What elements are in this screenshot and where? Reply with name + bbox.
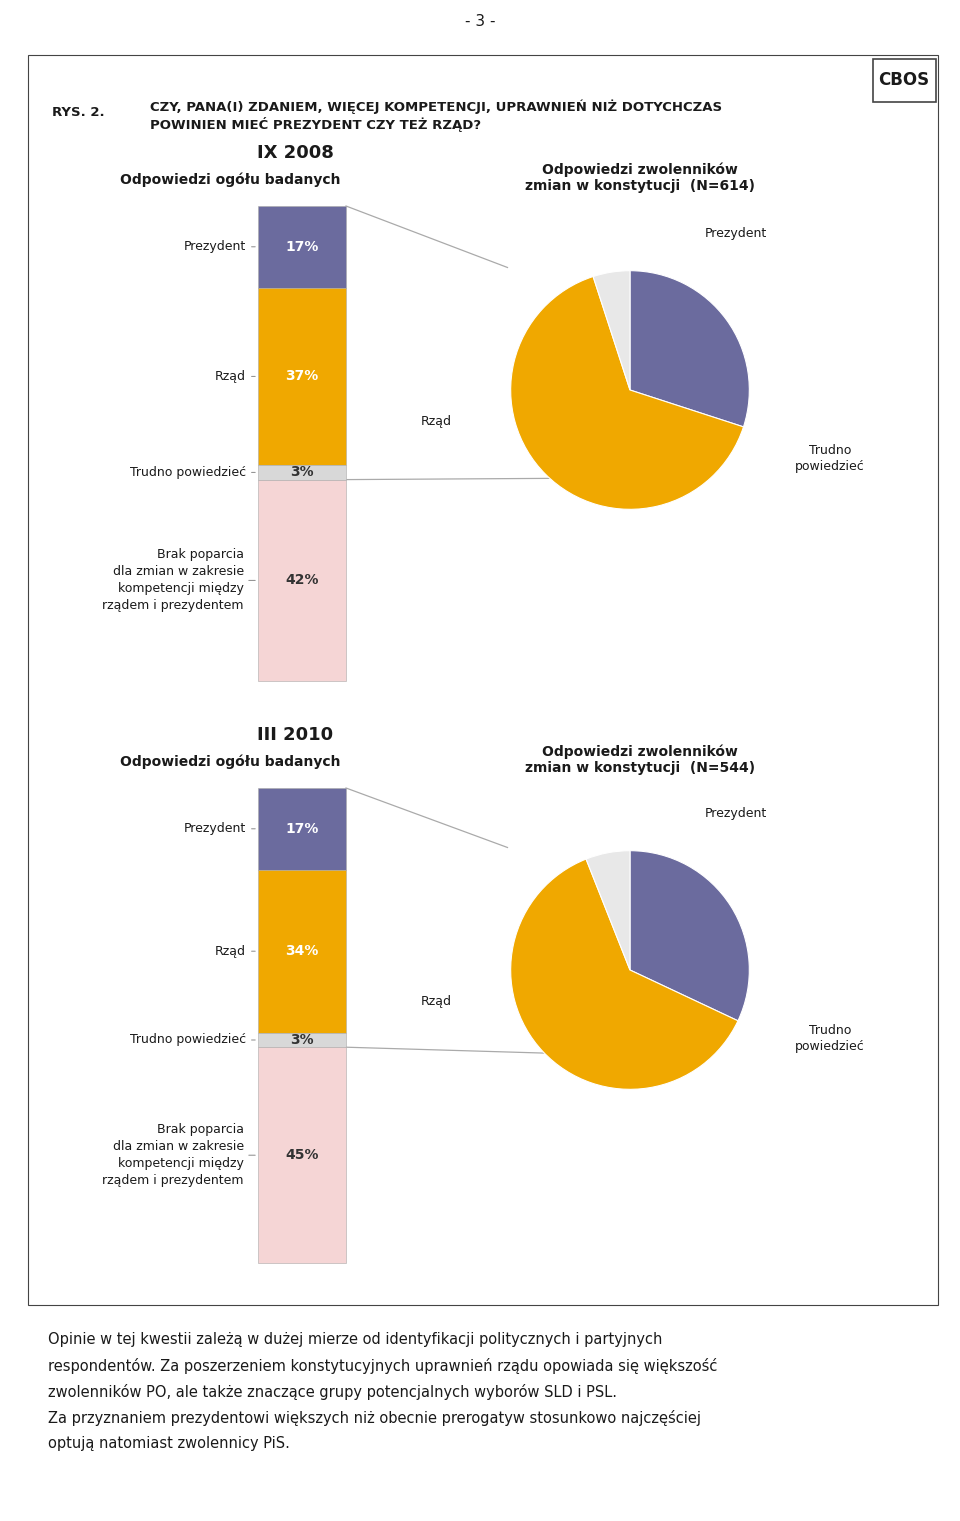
- Text: Trudno powiedzieć: Trudno powiedzieć: [130, 465, 255, 479]
- Text: Trudno powiedzieć: Trudno powiedzieć: [130, 1033, 255, 1046]
- Text: Prezydent: Prezydent: [183, 823, 255, 835]
- Text: respondentów. Za poszerzeniem konstytucyjnych uprawnień rządu opowiada się więks: respondentów. Za poszerzeniem konstytucy…: [48, 1358, 717, 1373]
- Text: Brak poparcia
dla zmian w zakresie
kompetencji między
rządem i prezydentem: Brak poparcia dla zmian w zakresie kompe…: [103, 1122, 244, 1188]
- Text: Odpowiedzi zwolenników: Odpowiedzi zwolenników: [542, 745, 738, 759]
- Text: 5%: 5%: [708, 440, 732, 453]
- Text: Odpowiedzi ogółu badanych: Odpowiedzi ogółu badanych: [120, 754, 340, 770]
- Text: zwolenników PO, ale także znaczące grupy potencjalnych wyborów SLD i PSL.: zwolenników PO, ale także znaczące grupy…: [48, 1384, 617, 1399]
- Text: Brak poparcia
dla zmian w zakresie
kompetencji między
rządem i prezydentem: Brak poparcia dla zmian w zakresie kompe…: [103, 549, 244, 613]
- Wedge shape: [593, 271, 630, 389]
- Wedge shape: [630, 271, 750, 427]
- Bar: [258, 479, 346, 681]
- Text: POWINIEN MIEĆ PREZYDENT CZY TEŻ RZĄD?: POWINIEN MIEĆ PREZYDENT CZY TEŻ RZĄD?: [150, 117, 481, 132]
- Text: CBOS: CBOS: [878, 71, 929, 90]
- Text: Rząd: Rząd: [215, 945, 255, 958]
- Bar: [873, 59, 936, 102]
- Text: Trudno
powiedzieć: Trudno powiedzieć: [795, 444, 865, 473]
- Wedge shape: [511, 859, 738, 1089]
- Bar: [28, 55, 938, 1305]
- Bar: [258, 788, 346, 870]
- Text: Odpowiedzi zwolenników: Odpowiedzi zwolenników: [542, 163, 738, 178]
- Bar: [258, 1033, 346, 1046]
- Text: 3%: 3%: [290, 1033, 314, 1046]
- Text: Odpowiedzi ogółu badanych: Odpowiedzi ogółu badanych: [120, 173, 340, 187]
- Text: Rząd: Rząd: [420, 995, 452, 1008]
- Text: Prezydent: Prezydent: [706, 808, 767, 820]
- Text: zmian w konstytucji  (N=614): zmian w konstytucji (N=614): [525, 179, 755, 193]
- Text: 17%: 17%: [285, 240, 319, 254]
- Text: 17%: 17%: [285, 821, 319, 837]
- Text: Prezydent: Prezydent: [183, 240, 255, 254]
- Bar: [258, 205, 346, 287]
- Text: 6%: 6%: [708, 1019, 732, 1033]
- Text: RYS. 2.: RYS. 2.: [52, 105, 105, 119]
- Bar: [258, 465, 346, 479]
- Text: 62%: 62%: [586, 998, 619, 1011]
- Text: 30%: 30%: [658, 348, 690, 362]
- Wedge shape: [630, 850, 750, 1021]
- Text: 65%: 65%: [586, 418, 619, 432]
- Bar: [258, 1046, 346, 1264]
- Text: III 2010: III 2010: [257, 726, 333, 744]
- Text: Rząd: Rząd: [420, 415, 452, 427]
- Text: 32%: 32%: [651, 928, 684, 941]
- Bar: [258, 870, 346, 1033]
- Text: optują natomiast zwolennicy PiS.: optują natomiast zwolennicy PiS.: [48, 1436, 290, 1451]
- Text: Trudno
powiedzieć: Trudno powiedzieć: [795, 1024, 865, 1053]
- Text: 37%: 37%: [285, 370, 319, 383]
- Text: 45%: 45%: [285, 1148, 319, 1162]
- Text: Prezydent: Prezydent: [706, 227, 767, 240]
- Bar: [258, 287, 346, 465]
- Text: IX 2008: IX 2008: [256, 144, 333, 163]
- Wedge shape: [511, 277, 743, 510]
- Text: 42%: 42%: [285, 573, 319, 587]
- Text: - 3 -: - 3 -: [465, 15, 495, 29]
- Text: 3%: 3%: [290, 465, 314, 479]
- Text: Za przyznaniem prezydentowi większych niż obecnie prerogatyw stosunkowo najczęśc: Za przyznaniem prezydentowi większych ni…: [48, 1410, 701, 1427]
- Text: 34%: 34%: [285, 945, 319, 958]
- Text: Rząd: Rząd: [215, 370, 255, 383]
- Text: CZY, PANA(I) ZDANIEM, WIĘCEJ KOMPETENCJI, UPRAWNIEŃ NIŻ DOTYCHCZAS: CZY, PANA(I) ZDANIEM, WIĘCEJ KOMPETENCJI…: [150, 100, 722, 114]
- Text: zmian w konstytucji  (N=544): zmian w konstytucji (N=544): [525, 760, 756, 776]
- Wedge shape: [586, 850, 630, 970]
- Text: Opinie w tej kwestii zależą w dużej mierze od identyfikacji politycznych i party: Opinie w tej kwestii zależą w dużej mier…: [48, 1332, 662, 1348]
